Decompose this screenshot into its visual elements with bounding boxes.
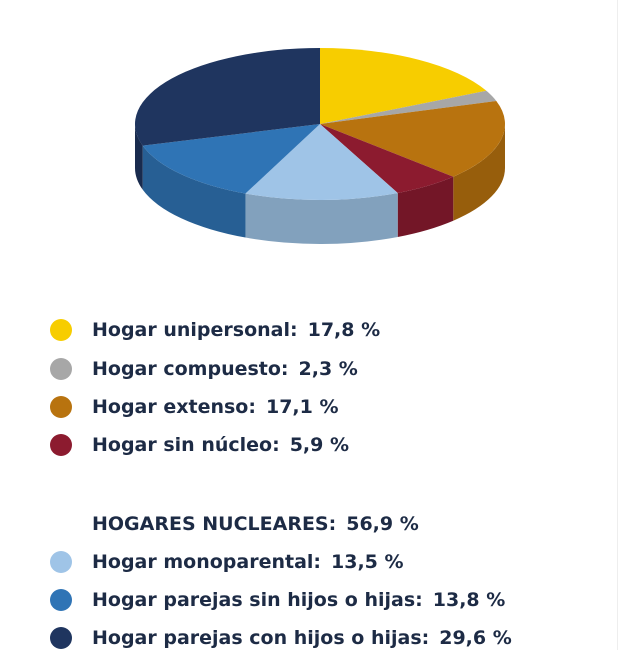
- legend-swatch: [50, 434, 72, 456]
- legend-value: 2,3 %: [299, 358, 358, 380]
- legend-label: Hogar parejas sin hijos o hijas: 13,8 %: [92, 589, 505, 611]
- pie-slice: [320, 90, 497, 124]
- legend-name: Hogar unipersonal:: [92, 319, 298, 341]
- pie-slice: [320, 48, 487, 124]
- pie-slice-side: [453, 124, 505, 221]
- pie-slice-side: [135, 124, 143, 190]
- group-value: 56,9 %: [346, 513, 419, 535]
- legend-swatch: [50, 589, 72, 611]
- legend-value: 29,6 %: [439, 627, 512, 649]
- pie-slice: [134, 48, 320, 146]
- pie-slice: [142, 124, 320, 194]
- legend-label: Hogar compuesto: 2,3 %: [92, 358, 358, 380]
- legend-value: 17,1 %: [266, 396, 339, 418]
- legend-label: Hogar parejas con hijos o hijas: 29,6 %: [92, 627, 512, 649]
- legend-label: Hogar extenso: 17,1 %: [92, 396, 339, 418]
- legend-value: 13,8 %: [433, 589, 506, 611]
- pie-slice-side: [245, 192, 398, 244]
- legend-value: 13,5 %: [331, 551, 404, 573]
- legend-name: Hogar sin núcleo:: [92, 434, 280, 456]
- legend-value: 5,9 %: [290, 434, 349, 456]
- pie-slice-side: [142, 145, 246, 238]
- legend-name: Hogar extenso:: [92, 396, 256, 418]
- legend-label: Hogar unipersonal: 17,8 %: [92, 319, 380, 341]
- legend-name: Hogar compuesto:: [92, 358, 289, 380]
- legend-swatch: [50, 551, 72, 573]
- legend-name: Hogar parejas con hijos o hijas:: [92, 627, 429, 649]
- pie-slice: [320, 100, 506, 177]
- legend-swatch: [50, 396, 72, 418]
- legend-name: Hogar monoparental:: [92, 551, 321, 573]
- legend-value: 17,8 %: [308, 319, 381, 341]
- pie-slice: [245, 124, 398, 200]
- group-heading: HOGARES NUCLEARES: 56,9 %: [92, 513, 419, 535]
- pie-slice: [320, 124, 454, 193]
- group-label: HOGARES NUCLEARES:: [92, 513, 336, 535]
- legend-name: Hogar parejas sin hijos o hijas:: [92, 589, 423, 611]
- legend-swatch: [50, 358, 72, 380]
- pie-slice-side: [397, 176, 454, 237]
- legend-swatch: [50, 319, 72, 341]
- legend-label: Hogar sin núcleo: 5,9 %: [92, 434, 349, 456]
- legend-swatch: [50, 627, 72, 649]
- legend-label: Hogar monoparental: 13,5 %: [92, 551, 404, 573]
